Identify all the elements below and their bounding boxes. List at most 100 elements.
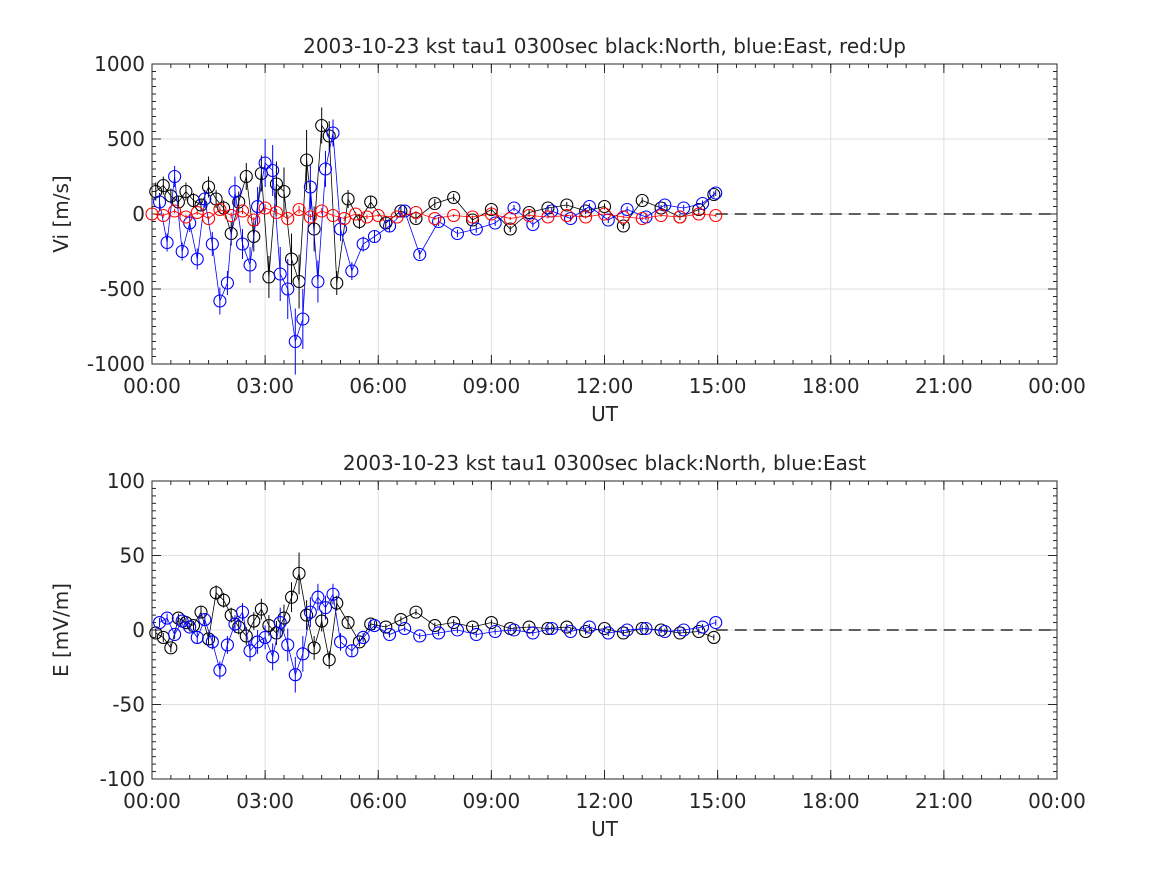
x-tick-label: 18:00	[802, 789, 860, 813]
x-axis-label: UT	[591, 402, 619, 426]
data-point	[235, 605, 250, 619]
chart-panel-1: 00:00 03:00 06:00 09:00 12:00 15:00 18:00 21:00…	[49, 34, 1086, 426]
y-tick-label: -500	[100, 277, 145, 301]
data-point	[564, 211, 578, 226]
data-point	[333, 635, 348, 649]
data-point	[601, 626, 615, 640]
data-point	[620, 202, 634, 217]
data-point	[311, 274, 325, 289]
data-point	[564, 624, 578, 639]
data-point	[303, 605, 317, 619]
data-point	[160, 611, 174, 625]
data-point	[232, 620, 246, 634]
y-tick-label: -1000	[87, 352, 145, 376]
data-point	[352, 635, 366, 649]
x-tick-label: 21:00	[915, 374, 973, 398]
data-point	[269, 177, 283, 191]
data-point	[465, 210, 480, 224]
data-point	[709, 186, 723, 200]
data-point	[258, 630, 272, 645]
data-point	[398, 621, 412, 636]
data-point	[579, 210, 593, 224]
data-point	[292, 566, 306, 580]
data-point	[190, 252, 204, 266]
data-point	[413, 629, 427, 643]
data-point	[152, 615, 167, 630]
data-point	[620, 623, 634, 637]
y-axis-label: E [mV/m]	[49, 583, 73, 677]
data-point	[707, 630, 721, 645]
data-point	[635, 211, 649, 226]
series-line	[159, 132, 716, 342]
x-tick-label: 00:00	[123, 789, 181, 813]
axes-box	[151, 63, 1058, 365]
data-point	[488, 624, 502, 639]
data-point	[465, 213, 480, 227]
series-north	[149, 107, 721, 309]
data-point	[273, 615, 287, 630]
data-point	[281, 638, 295, 652]
data-point	[213, 202, 227, 217]
data-point	[277, 611, 291, 625]
y-tick-label: 500	[107, 127, 145, 151]
data-point	[484, 207, 498, 221]
x-tick-label: 00:00	[1028, 789, 1086, 813]
x-tick-label: 09:00	[463, 789, 521, 813]
data-point	[394, 613, 408, 627]
data-point	[296, 647, 310, 661]
data-point	[450, 226, 464, 241]
data-point	[300, 153, 314, 167]
data-point	[281, 282, 295, 296]
data-point	[228, 617, 242, 631]
chart-title: 2003-10-23 kst tau1 0300sec black:North,…	[343, 451, 866, 475]
data-point	[367, 229, 382, 244]
data-point	[635, 193, 649, 208]
data-point	[709, 615, 723, 630]
data-point	[198, 613, 212, 627]
data-point	[247, 229, 261, 244]
data-point	[292, 202, 306, 217]
data-point	[254, 602, 268, 616]
data-point	[296, 312, 310, 326]
x-tick-label: 15:00	[689, 789, 747, 813]
data-point	[560, 208, 574, 223]
data-point	[330, 596, 344, 610]
data-point	[307, 641, 321, 655]
data-point	[383, 219, 397, 233]
data-point	[205, 635, 219, 649]
data-point	[560, 198, 574, 212]
data-point	[303, 210, 317, 224]
data-point	[654, 208, 668, 223]
y-tick-label: -50	[112, 693, 145, 717]
data-point	[322, 129, 336, 143]
data-point	[367, 618, 382, 633]
data-point	[428, 211, 442, 226]
data-point	[345, 264, 359, 278]
data-point	[356, 237, 370, 251]
data-point	[247, 614, 261, 628]
data-point	[677, 201, 691, 215]
x-tick-label: 18:00	[802, 374, 860, 398]
data-point	[447, 615, 461, 630]
data-point	[175, 244, 189, 259]
data-point	[220, 638, 234, 652]
x-tick-label: 03:00	[236, 374, 294, 398]
data-point	[179, 184, 193, 199]
data-point	[258, 156, 272, 170]
data-point	[318, 601, 333, 615]
data-point	[356, 630, 370, 645]
data-point	[171, 611, 185, 625]
data-point	[303, 180, 317, 194]
data-point	[235, 237, 250, 251]
x-tick-label: 06:00	[349, 374, 407, 398]
data-point	[503, 211, 517, 226]
data-point	[288, 334, 302, 349]
data-point	[526, 626, 540, 640]
data-point	[156, 208, 170, 223]
data-point	[597, 207, 612, 221]
data-point	[695, 620, 710, 634]
data-point	[341, 615, 355, 630]
data-point	[213, 294, 227, 308]
data-point	[220, 276, 234, 290]
data-point	[266, 163, 280, 178]
